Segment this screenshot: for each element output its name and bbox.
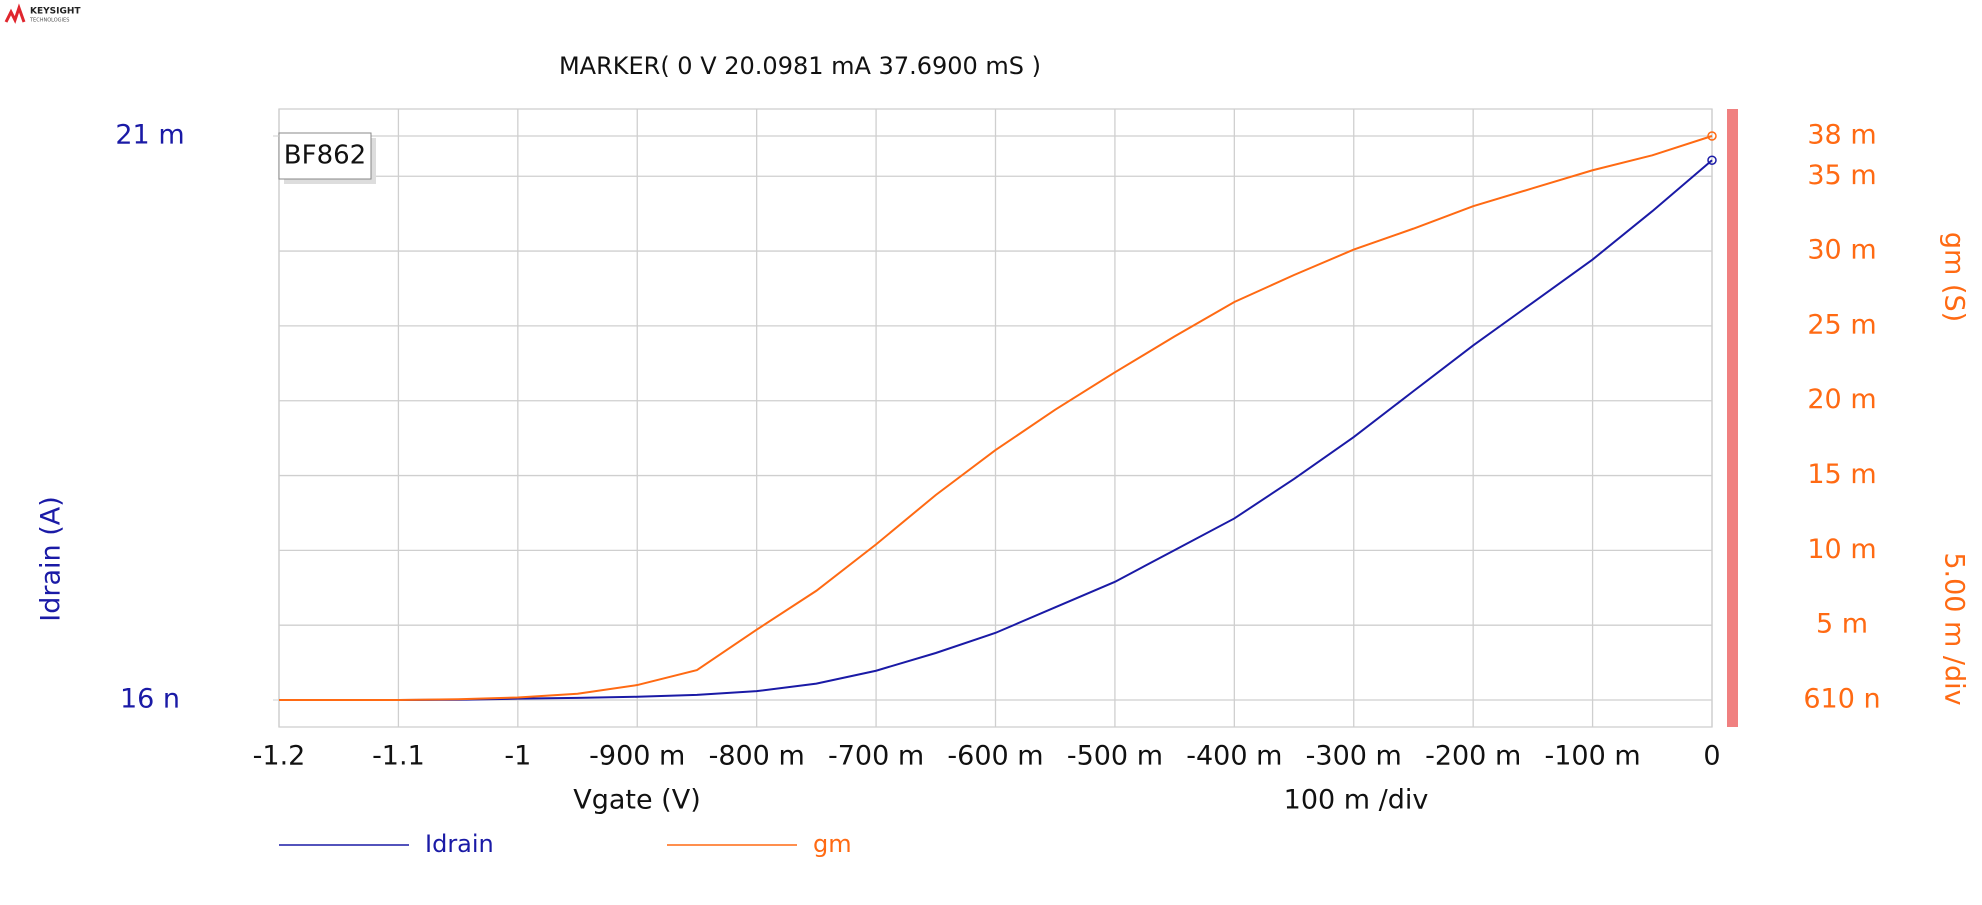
x-tick-label: -500 m	[1067, 741, 1163, 772]
marker-point	[1707, 155, 1717, 165]
series-line	[279, 159, 1713, 701]
y2-tick-label: 25 m	[1807, 309, 1876, 340]
y-tick-label: 21 m	[115, 120, 184, 151]
logo-name: KEYSIGHT	[30, 7, 81, 17]
y2-tick-label: 30 m	[1807, 235, 1876, 266]
y2-tick-label: 610 n	[1803, 684, 1880, 715]
series-lines	[279, 131, 1717, 701]
logo-sub: TECHNOLOGIES	[29, 18, 69, 24]
series-line	[279, 135, 1713, 701]
device-box	[278, 132, 372, 180]
y2-tick-label: 5 m	[1816, 609, 1868, 640]
x-tick-label: -400 m	[1186, 741, 1282, 772]
x-axis-label: Vgate (V)	[573, 785, 700, 816]
y-tick-label: 16 n	[120, 684, 180, 715]
x-tick-label: -900 m	[589, 741, 685, 772]
y2-tick-label: 15 m	[1807, 459, 1876, 490]
legend-label: gm	[813, 830, 852, 858]
x-tick-label: -1.2	[253, 741, 306, 772]
y2-tick-label: 10 m	[1807, 534, 1876, 565]
x-tick-label: -100 m	[1544, 741, 1640, 772]
y2-axis-label: gm (S)	[1939, 232, 1970, 322]
x-tick-label: -800 m	[709, 741, 805, 772]
marker-readout: MARKER( 0 V 20.0981 mA 37.6900 mS )	[559, 52, 1041, 80]
y2-tick-label: 38 m	[1807, 120, 1876, 151]
logo-mark	[4, 3, 26, 24]
x-tick-label: -1	[504, 741, 531, 772]
x-tick-label: -1.1	[372, 741, 425, 772]
legend: Idrain gm	[279, 830, 852, 858]
y2-tick-label: 35 m	[1807, 160, 1876, 191]
y2-tick-label: 20 m	[1807, 384, 1876, 415]
x-tick-label: -600 m	[947, 741, 1043, 772]
logo: KEYSIGHT TECHNOLOGIES	[4, 3, 81, 24]
marker-point	[1707, 131, 1717, 141]
x-tick-label: -200 m	[1425, 741, 1521, 772]
x-tick-label: 0	[1703, 741, 1720, 772]
x-tick-label: -700 m	[828, 741, 924, 772]
x-tick-label: -300 m	[1306, 741, 1402, 772]
marker-bar	[1727, 109, 1738, 727]
y2-div-label: 5.00 m /div	[1939, 552, 1970, 705]
device-label: BF862	[284, 141, 366, 171]
grid	[278, 109, 1713, 727]
legend-label: Idrain	[425, 830, 494, 858]
x-div-label: 100 m /div	[1284, 785, 1429, 816]
y-axis-label: Idrain (A)	[36, 496, 67, 621]
